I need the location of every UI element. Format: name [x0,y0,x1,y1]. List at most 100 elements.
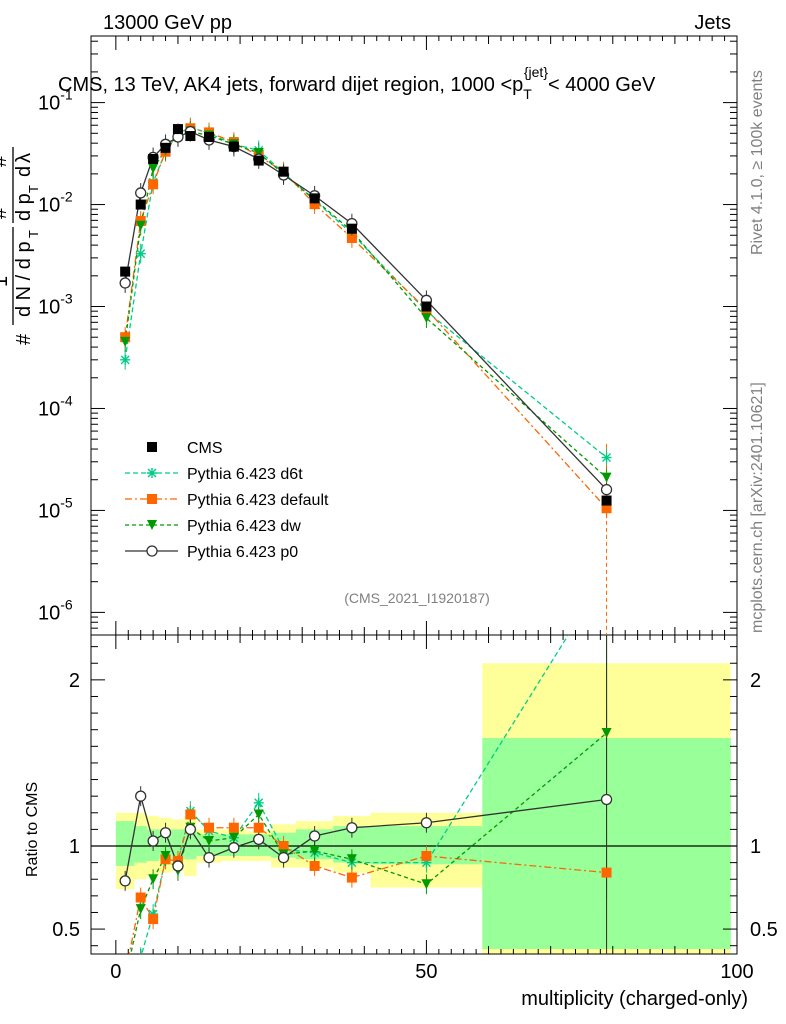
ratio-point-pythia-6-423-p0 [203,851,215,864]
point-cms [204,131,215,142]
ratio-uncertainty-bands [115,663,731,954]
y-tick-label: 10-5 [38,494,73,522]
ratio-point-pythia-6-423-p0 [119,875,131,887]
point-pythia-6-423-d6t [601,452,612,463]
svg-text:T: T [26,185,41,193]
point-pythia-6-423-default [148,179,159,190]
header-left: 13000 GeV pp [103,12,232,34]
legend-marker-pythia-6-423-dw [147,520,157,530]
point-cms [228,141,239,152]
point-cms [120,266,131,277]
point-pythia-6-423-dw [135,220,146,231]
x-tick-labels: 0 50 100 [110,961,753,983]
ratio-point-pythia-6-423-dw [421,879,432,890]
ratio-y-axis-label: Ratio to CMS [24,782,41,877]
ratio-point-pythia-6-423-default [278,841,289,852]
ratio-line-pythia-6-423-d6t [140,635,570,954]
header-right: Jets [694,12,731,34]
svg-text:λ: λ [13,153,35,163]
svg-text:T: T [26,230,41,238]
ratio-point-pythia-6-423-default [346,872,357,883]
point-pythia-6-423-dw [253,148,264,159]
ratio-y-tick-label-right: 2 [750,670,761,692]
legend-label-pythia-6-423-dw: Pythia 6.423 dw [187,518,301,535]
ratio-point-pythia-6-423-p0 [172,860,184,872]
legend: CMS Pythia 6.423 d6t Pythia 6.423 default P… [125,440,329,561]
point-cms [278,166,289,177]
ratio-point-pythia-6-423-dw [309,845,320,856]
ratio-point-pythia-6-423-p0 [346,822,358,834]
point-pythia-6-423-p0 [600,483,613,496]
legend-marker-cms [147,442,157,452]
ratio-point-pythia-6-423-p0 [228,842,240,854]
point-pythia-6-423-d6t [135,248,146,259]
ratio-point-pythia-6-423-d6t [253,797,264,808]
ratio-y-tick-label-right: 1 [750,836,761,858]
ratio-point-pythia-6-423-dw [160,850,171,861]
ratio-series-layer [119,635,613,954]
point-cms [185,131,196,142]
y-tick-label: 10-6 [38,596,73,624]
point-cms [160,142,171,153]
point-pythia-6-423-dw [120,336,131,347]
ratio-point-pythia-6-423-dw [148,874,159,885]
legend-marker-pythia-6-423-p0 [146,545,158,557]
point-pythia-6-423-dw [421,313,432,324]
main-series-layer [119,117,613,635]
ratio-point-pythia-6-423-p0 [420,817,433,829]
point-pythia-6-423-p0 [135,187,147,199]
svg-text:#: # [0,207,11,219]
ratio-point-pythia-6-423-default [253,822,264,833]
ratio-point-pythia-6-423-dw [346,854,357,865]
point-pythia-6-423-dw [148,163,159,174]
svg-text:#: # [0,155,11,167]
ratio-point-pythia-6-423-p0 [253,833,265,846]
point-pythia-6-423-p0 [119,277,131,289]
legend-label-cms: CMS [187,440,223,457]
x-tick-label: 100 [720,961,753,983]
ratio-point-pythia-6-423-dw [228,832,239,843]
ratio-point-pythia-6-423-p0 [184,823,197,836]
ratio-point-pythia-6-423-p0 [308,830,321,842]
svg-text:d: d [13,166,35,177]
point-cms [148,153,159,164]
svg-text:#: # [13,333,35,345]
series-line-pythia-6-423-default [124,127,608,509]
ratio-band-green [134,826,147,863]
ratio-point-pythia-6-423-default [185,809,196,820]
point-cms [172,124,183,135]
series-line-pythia-6-423-dw [124,130,607,479]
main-y-axis-label: # d N / d p T 1 d p T d λ # # d 2 N [0,147,41,345]
ratio-point-pythia-6-423-p0 [135,790,147,802]
legend-marker-pythia-6-423-default [147,494,157,504]
ratio-point-pythia-6-423-default [148,914,159,925]
ratio-point-pythia-6-423-dw [135,904,146,915]
rivet-label: Rivet 4.1.0, ≥ 100k events [749,70,766,255]
ratio-point-pythia-6-423-default [421,850,432,861]
ratio-y-tick-labels: 0.5 0.5 1 1 2 2 [52,670,778,941]
main-y-tick-labels: 10-6 10-5 10-4 10-3 10-2 10-1 [38,87,73,625]
ratio-point-pythia-6-423-p0 [277,851,290,864]
point-cms [601,495,612,506]
ratio-point-pythia-6-423-dw [204,836,215,847]
x-tick-label: 0 [110,961,121,983]
point-cms [346,223,357,234]
point-pythia-6-423-default [601,503,612,514]
mcplots-label: mcplots.cern.ch [arXiv:2401.10621] [749,382,766,633]
point-cms [135,199,146,210]
ratio-point-pythia-6-423-p0 [600,793,613,806]
svg-text:d N / d p: d N / d p [13,241,35,317]
ratio-y-tick-label: 2 [69,670,80,692]
svg-text:d p: d p [13,193,35,221]
series-line-pythia-6-423-d6t [124,126,607,459]
ratio-point-pythia-6-423-dw [601,728,612,739]
x-tick-label: 50 [415,961,437,983]
ratio-y-tick-label: 0.5 [52,919,80,941]
analysis-id: (CMS_2021_I1920187) [344,590,490,606]
ratio-point-pythia-6-423-default [135,892,146,903]
ratio-point-pythia-6-423-default [309,860,320,871]
ratio-point-pythia-6-423-default [204,822,215,833]
ratio-point-pythia-6-423-default [228,822,239,833]
legend-label-pythia-6-423-p0: Pythia 6.423 p0 [187,544,298,561]
